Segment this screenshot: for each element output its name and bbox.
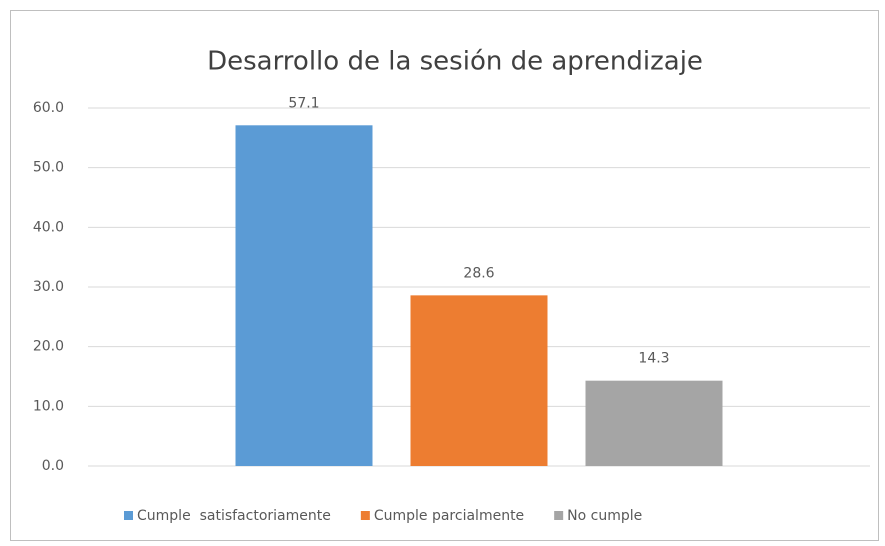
y-tick-label: 40.0: [33, 219, 64, 235]
data-label: 57.1: [288, 95, 319, 111]
y-tick-label: 60.0: [33, 100, 64, 116]
legend-swatch: [554, 511, 564, 520]
bar: [585, 380, 723, 466]
data-label: 14.3: [638, 351, 669, 367]
y-tick-label: 50.0: [33, 160, 64, 176]
y-tick-label: 30.0: [33, 279, 64, 295]
data-label: 28.6: [463, 265, 494, 281]
y-tick-label: 20.0: [33, 339, 64, 355]
bar: [235, 125, 373, 466]
legend-label: Cumple satisfactoriamente: [137, 508, 331, 524]
legend-label: Cumple parcialmente: [374, 508, 524, 524]
legend-label: No cumple: [567, 508, 642, 524]
legend-swatch: [124, 511, 133, 520]
chart-title: Desarrollo de la sesión de aprendizaje: [207, 47, 703, 77]
y-tick-label: 0.0: [42, 458, 64, 474]
legend-swatch: [360, 511, 370, 520]
y-tick-label: 10.0: [33, 398, 64, 414]
bar: [410, 295, 548, 466]
